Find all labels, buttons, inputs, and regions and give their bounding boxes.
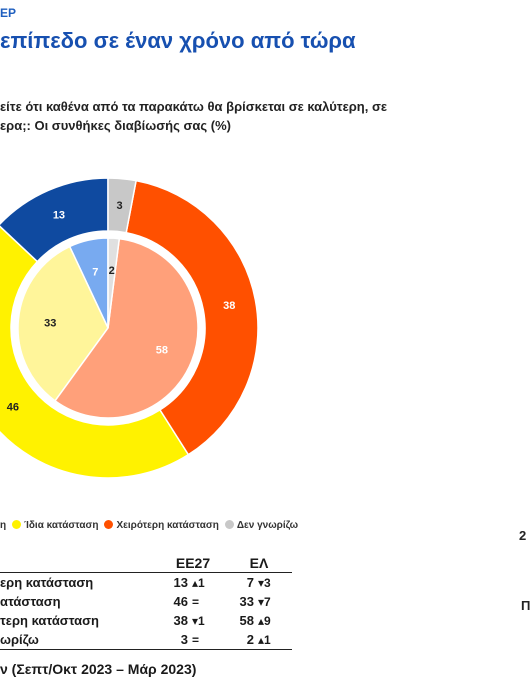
row-label: ερη κατάσταση xyxy=(0,572,160,592)
edge-fragment: Π xyxy=(521,598,530,613)
question-text: είτε ότι καθένα από τα παρακάτω θα βρίσκ… xyxy=(0,97,475,135)
page-title: επίπεδο σε έναν χρόνο από τώρα xyxy=(0,28,356,53)
row-label: τερη κατάσταση xyxy=(0,613,99,628)
table-row: ατάσταση 46 = 33 ▾7 xyxy=(0,592,292,611)
comparison-table: ΕΕ27 ΕΛ ερη κατάσταση 13 ▴1 7 ▾3 ατάστασ… xyxy=(0,553,292,650)
outer-label-worse: 38 xyxy=(223,300,235,312)
legend-swatch xyxy=(224,520,234,529)
outer-label-same: 46 xyxy=(7,402,19,414)
row-label: ατάσταση xyxy=(0,594,61,609)
el-value: 2 xyxy=(226,630,254,650)
el-change: ▾7 xyxy=(258,594,271,609)
row-label: ωρίζω xyxy=(0,630,160,650)
ee-change: = xyxy=(188,630,226,650)
table-header-ee27: ΕΕ27 xyxy=(160,553,226,573)
ee-value: 13 xyxy=(160,572,188,592)
ee-value: 3 xyxy=(160,630,188,650)
question-line-2: ερα;: Οι συνθήκες διαβίωσής σας (%) xyxy=(0,118,231,133)
table-row: τερη κατάσταση 38 ▾1 58 ▴9 xyxy=(0,611,292,630)
table-header-row: ΕΕ27 ΕΛ xyxy=(0,553,292,573)
legend-label: Ίδια κατάσταση xyxy=(24,520,99,531)
el-change: ▴1 xyxy=(254,630,292,650)
ee-change: ▴1 xyxy=(188,572,226,592)
legend-item: η xyxy=(0,520,6,531)
legend-item: Δεν γνωρίζω xyxy=(224,520,299,531)
table-row: ωρίζω 3 = 2 ▴1 xyxy=(0,630,292,650)
outer-label-dont-know: 3 xyxy=(117,200,123,212)
edge-fragment: 2 xyxy=(519,528,527,543)
outer-slice-same xyxy=(0,225,190,479)
nested-donut-chart: 13 46 38 3 7 33 58 2 xyxy=(0,177,259,479)
el-change: ▾3 xyxy=(254,572,292,592)
ee-change: ▾1 xyxy=(192,613,205,628)
legend-label: η xyxy=(0,520,7,531)
source-note: ν (Σεπτ/Οκτ 2023 – Μάρ 2023) xyxy=(0,661,197,677)
el-value: 33 xyxy=(239,594,254,609)
ee-change: = xyxy=(192,594,200,609)
chart-legend: η Ίδια κατάσταση Χειρότερη κατάσταση Δεν γν… xyxy=(0,520,304,531)
ee-value: 46 xyxy=(173,594,188,609)
el-value: 7 xyxy=(226,572,254,592)
inner-slice-dont-know xyxy=(107,237,121,329)
top-label: ΕΡ xyxy=(0,6,17,20)
legend-item: Ίδια κατάσταση xyxy=(12,520,98,531)
inner-slice-worse xyxy=(54,237,199,419)
ee-value: 38 xyxy=(173,613,188,628)
legend-swatch xyxy=(104,520,114,529)
outer-label-better: 13 xyxy=(53,210,65,222)
table-row: ερη κατάσταση 13 ▴1 7 ▾3 xyxy=(0,572,292,592)
inner-label-dont-know: 2 xyxy=(109,265,115,277)
inner-label-worse: 58 xyxy=(156,344,168,356)
inner-label-better: 7 xyxy=(92,266,98,278)
legend-label: Δεν γνωρίζω xyxy=(236,520,299,531)
el-change: ▴9 xyxy=(258,613,271,628)
inner-slice-same xyxy=(17,245,109,402)
inner-label-same: 33 xyxy=(44,318,56,330)
legend-swatch xyxy=(12,520,22,529)
outer-slice-worse xyxy=(125,179,259,456)
outer-slice-dont-know xyxy=(107,177,137,234)
legend-label: Χειρότερη κατάσταση xyxy=(116,520,219,531)
table-header-el: ΕΛ xyxy=(226,553,292,573)
el-value: 58 xyxy=(239,613,254,628)
question-line-1: είτε ότι καθένα από τα παρακάτω θα βρίσκ… xyxy=(0,99,388,114)
legend-item: Χειρότερη κατάσταση xyxy=(104,520,219,531)
